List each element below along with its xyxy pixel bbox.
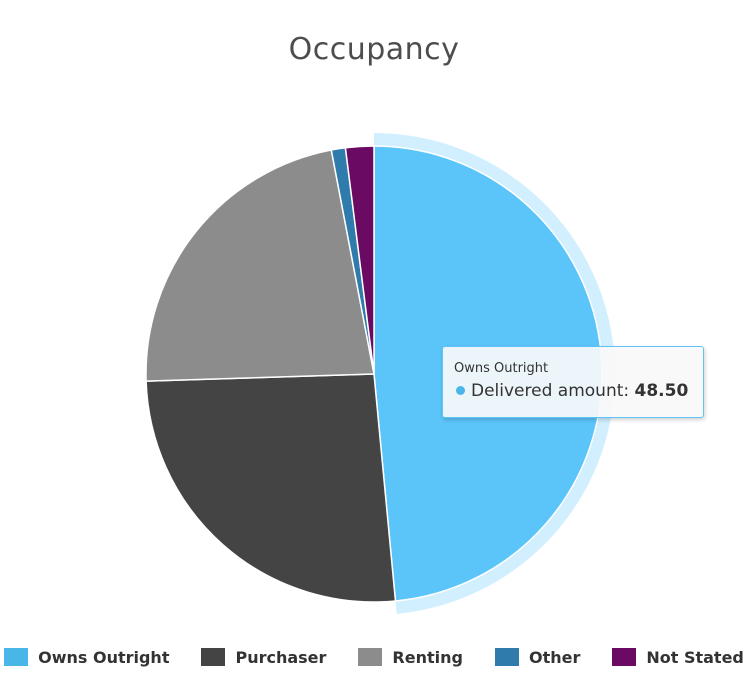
- legend-item-owns-outright[interactable]: Owns Outright: [4, 648, 169, 667]
- legend-item-purchaser[interactable]: Purchaser: [201, 648, 326, 667]
- tooltip-series-dot-icon: [456, 386, 465, 395]
- legend-label: Purchaser: [235, 647, 327, 667]
- tooltip-series-label: Delivered amount:: [471, 381, 635, 401]
- legend-label: Owns Outright: [38, 647, 170, 667]
- legend-label: Other: [528, 647, 581, 667]
- legend-item-not-stated[interactable]: Not Stated: [612, 648, 744, 667]
- chart-title: Occupancy: [288, 32, 460, 67]
- pie-slice-renting[interactable]: [145, 149, 375, 382]
- legend-swatch-icon: [358, 648, 383, 666]
- legend-swatch-icon: [201, 648, 226, 666]
- pie-slices: [145, 145, 603, 603]
- legend-swatch-icon: [4, 648, 29, 666]
- legend-item-other[interactable]: Other: [494, 647, 581, 667]
- pie-slice-purchaser[interactable]: [145, 373, 397, 603]
- legend-swatch-icon: [612, 648, 637, 666]
- pie-chart: [145, 133, 615, 614]
- tooltip: Owns Outright Delivered amount: 48.50: [442, 346, 704, 418]
- tooltip-header: Owns Outright: [454, 361, 549, 376]
- tooltip-value: 48.50: [634, 381, 689, 401]
- legend-label: Not Stated: [646, 647, 744, 667]
- tooltip-row: Delivered amount: 48.50: [454, 380, 693, 402]
- legend-label: Renting: [392, 647, 463, 667]
- legend-swatch-icon: [494, 648, 519, 666]
- legend: Owns Outright Purchaser Renting Other No…: [0, 644, 748, 670]
- pie-slice-not-stated[interactable]: [344, 145, 375, 375]
- legend-item-renting[interactable]: Renting: [358, 648, 463, 667]
